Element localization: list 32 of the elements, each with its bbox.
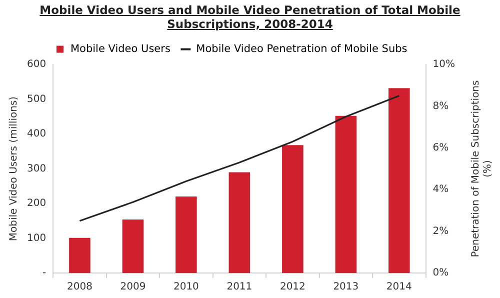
y2-tick-label: 8% xyxy=(432,100,449,112)
bar xyxy=(122,219,144,273)
bar xyxy=(282,145,304,273)
y2-axis-title: Penetration of Mobile Subscriptions (%) xyxy=(470,80,494,258)
y-tick-label: 100 xyxy=(26,232,46,244)
bar xyxy=(335,116,357,273)
x-tick-label: 2010 xyxy=(173,282,199,293)
chart-title: Mobile Video Users and Mobile Video Penetration of Total Mobile Subscriptions, 2008-2014 xyxy=(38,2,462,33)
bar xyxy=(69,238,90,273)
x-tick-label: 2013 xyxy=(333,282,359,293)
y2-tick-label: 0% xyxy=(432,268,449,279)
y-tick-label: 400 xyxy=(26,128,46,140)
y-axis-title: Mobile Video Users (millions) xyxy=(8,96,20,242)
y-tick-label: 200 xyxy=(26,198,46,210)
x-tick-label: 2011 xyxy=(226,282,252,293)
y-tick-label: 300 xyxy=(26,163,46,174)
y-tick-label: - xyxy=(42,268,46,279)
y-tick-label: 600 xyxy=(26,59,46,70)
bar xyxy=(176,196,197,273)
legend-label: Mobile Video Users xyxy=(70,42,170,55)
y2-tick-label: 6% xyxy=(432,142,449,154)
x-tick-label: 2008 xyxy=(66,282,92,293)
x-tick-label: 2014 xyxy=(386,282,412,293)
y2-tick-label: 4% xyxy=(432,184,449,196)
bar xyxy=(388,88,410,273)
y2-tick-label: 10% xyxy=(432,59,456,70)
bar xyxy=(228,172,250,273)
legend-label: Mobile Video Penetration of Mobile Subs xyxy=(196,42,408,55)
x-tick-label: 2012 xyxy=(280,282,306,293)
y2-tick-label: 2% xyxy=(432,226,449,237)
x-tick-label: 2009 xyxy=(120,282,146,293)
y-tick-label: 500 xyxy=(26,94,46,105)
